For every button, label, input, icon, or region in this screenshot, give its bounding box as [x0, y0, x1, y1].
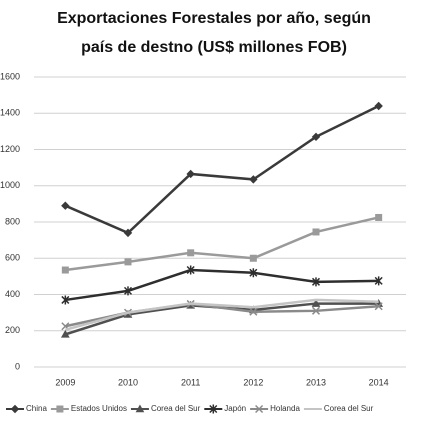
line	[65, 302, 379, 328]
legend-label: China	[26, 404, 47, 413]
x-tick-label: 2011	[181, 377, 200, 387]
y-tick-label: 0	[15, 361, 20, 371]
marker	[374, 302, 383, 311]
y-tick-label: 800	[5, 216, 20, 226]
marker	[255, 404, 264, 414]
series	[61, 101, 383, 238]
marker	[311, 306, 321, 315]
series	[65, 298, 379, 332]
x-tick-label: 2014	[369, 377, 389, 387]
marker	[56, 405, 64, 413]
marker	[124, 258, 132, 266]
y-tick-label: 1200	[0, 144, 20, 154]
marker	[312, 228, 320, 236]
y-tick-label: 1400	[0, 108, 20, 118]
line	[65, 298, 379, 332]
marker	[186, 265, 195, 275]
marker	[374, 101, 383, 111]
y-tick-label: 600	[5, 253, 20, 263]
chart-title: Exportaciones Forestales por año, según …	[57, 10, 371, 56]
marker	[135, 404, 145, 413]
marker	[311, 277, 321, 287]
series	[61, 265, 383, 305]
marker	[123, 228, 133, 238]
marker	[249, 254, 257, 262]
legend-label: Japón	[224, 404, 246, 413]
marker	[61, 201, 70, 210]
x-tick-label: 2012	[243, 377, 263, 387]
legend-label: Corea del Sur	[324, 404, 374, 413]
marker	[10, 404, 20, 414]
marker	[60, 329, 70, 338]
marker	[249, 307, 258, 316]
line	[64, 104, 380, 235]
x-tick-label: 2010	[118, 377, 138, 387]
marker	[209, 404, 218, 414]
y-tick-label: 1600	[0, 71, 20, 81]
legend-label: Corea del Sur	[151, 404, 201, 413]
legend-label: Estados Unidos	[71, 404, 127, 413]
x-tick-label: 2013	[306, 377, 326, 387]
marker	[374, 276, 383, 286]
marker	[186, 169, 195, 179]
y-tick-label: 200	[5, 325, 20, 335]
marker	[375, 213, 383, 221]
marker	[311, 299, 321, 307]
line	[65, 268, 379, 302]
x-tick-label: 2009	[55, 377, 75, 387]
marker	[311, 132, 321, 142]
legend-label: Holanda	[270, 404, 300, 413]
y-tick-label: 400	[5, 289, 20, 299]
marker	[249, 268, 258, 278]
marker	[249, 175, 258, 184]
series	[61, 213, 383, 274]
y-tick-label: 1000	[0, 180, 20, 190]
marker	[187, 249, 195, 257]
line	[65, 216, 379, 272]
marker	[123, 286, 133, 296]
marker	[61, 295, 70, 305]
marker	[61, 266, 69, 274]
